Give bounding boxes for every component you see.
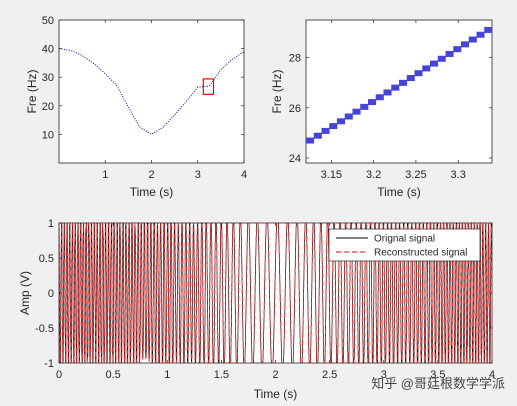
tick-marks: [306, 20, 492, 163]
x-tick-label: 3: [381, 369, 387, 381]
x-tick-label: 3.2: [366, 169, 381, 181]
y-tick-label: 28: [289, 53, 301, 65]
y-axis-label: Fre (Hz): [25, 70, 39, 114]
x-tick-label: 3: [195, 169, 201, 181]
x-tick-labels: 3.15 3.2 3.25 3.3: [321, 169, 466, 181]
legend-label-original: Orignal signal: [374, 234, 435, 245]
legend: Orignal signal Reconstructed signal: [328, 228, 481, 262]
x-tick-label: 1: [102, 169, 108, 181]
frequency-zoom-plot: 3.15 3.2 3.25 3.3 24 26 28 Time (s) Fre (Hz): [270, 19, 493, 199]
frequency-zoom-segment: [391, 84, 400, 91]
x-tick-label: 4: [489, 369, 495, 381]
frequency-curve-plot: 1 2 3 4 10 20 30 40 50 Time (s) Fre (Hz): [25, 15, 247, 199]
frequency-zoom-segment: [406, 75, 415, 82]
frequency-zoom-segment: [430, 60, 439, 67]
frequency-zoom-segment: [344, 113, 353, 120]
x-axis-label: Time (s): [254, 387, 298, 401]
frequency-zoom-segment: [306, 137, 315, 144]
y-tick-label: 30: [42, 72, 54, 84]
x-tick-label: 2: [272, 369, 278, 381]
y-tick-label: 24: [289, 153, 301, 165]
frequency-zoom-segment: [368, 99, 377, 106]
y-tick-labels: 24 26 28: [289, 53, 301, 165]
x-axis-label: Time (s): [377, 185, 421, 199]
x-tick-label: 1: [164, 369, 170, 381]
x-tick-label: 4: [241, 169, 247, 181]
y-tick-label: -1: [44, 358, 54, 370]
x-tick-labels: 1 2 3 4: [102, 169, 247, 181]
frequency-zoom-segment: [321, 127, 330, 134]
x-tick-label: 2.5: [322, 369, 337, 381]
x-tick-label: 1.5: [214, 369, 229, 381]
y-tick-labels: -1 -0.5 0 0.5 1: [35, 218, 54, 370]
x-tick-label: 0.5: [105, 369, 120, 381]
frequency-zoom-segment: [399, 79, 408, 86]
frequency-zoom-segment: [422, 65, 431, 72]
y-tick-label: 1: [48, 218, 54, 230]
x-tick-labels: 0 0.5 1 1.5 2 2.5 3 3.5 4: [56, 369, 495, 381]
zoom-region-box: [202, 78, 215, 95]
y-tick-label: -0.5: [35, 323, 54, 335]
frequency-zoom-segment: [375, 94, 384, 101]
frequency-zoom-segment: [476, 31, 485, 38]
frequency-zoom-segment: [414, 70, 423, 77]
y-axis-label: Amp (V): [18, 271, 32, 315]
frequency-zoom-segment: [468, 36, 477, 43]
tick-marks: [59, 19, 245, 163]
y-tick-labels: 10 20 30 40 50: [42, 15, 54, 141]
frequency-zoom-segment: [360, 103, 369, 110]
y-tick-label: 10: [42, 129, 54, 141]
frequency-zoom-segment: [484, 26, 493, 33]
frequency-zoom-segment: [453, 46, 462, 53]
signal-plot: 0 0.5 1 1.5 2 2.5 3 3.5 4 -1 -0.5 0 0.5 1 Time (s) A…: [18, 218, 495, 401]
y-tick-label: 20: [42, 101, 54, 113]
y-tick-label: 40: [42, 44, 54, 56]
x-tick-label: 2: [148, 169, 154, 181]
y-tick-label: 0.5: [39, 253, 54, 265]
tick-marks: [58, 222, 493, 364]
x-tick-label: 3.25: [405, 169, 426, 181]
frequency-zoom-segment: [352, 108, 361, 115]
y-tick-label: 0: [48, 288, 54, 300]
legend-label-reconstructed: Reconstructed signal: [374, 248, 467, 259]
plot-area: [58, 19, 245, 164]
x-tick-label: 3.3: [451, 169, 466, 181]
frequency-zoom-segment: [313, 132, 322, 139]
x-tick-label: 3.5: [430, 369, 445, 381]
x-tick-label: 3.15: [321, 169, 342, 181]
frequency-zoom-segment: [337, 118, 346, 125]
y-axis-label: Fre (Hz): [270, 70, 284, 114]
frequency-zoom-segment: [437, 55, 446, 62]
x-tick-label: 0: [56, 369, 62, 381]
frequency-zoom-segment: [461, 41, 470, 48]
watermark: 知乎 @哥廷根数学学派: [371, 376, 505, 391]
x-axis-label: Time (s): [130, 185, 174, 199]
frequency-zoom-segment: [329, 123, 338, 130]
y-tick-label: 26: [289, 103, 301, 115]
legend-box: [328, 228, 481, 262]
frequency-zoom-segment: [445, 50, 454, 57]
frequency-zoom-segment: [383, 89, 392, 96]
frequency-zoom-steps: [306, 26, 493, 144]
reconstructed-signal-line: [59, 223, 492, 363]
y-tick-label: 50: [42, 15, 54, 27]
